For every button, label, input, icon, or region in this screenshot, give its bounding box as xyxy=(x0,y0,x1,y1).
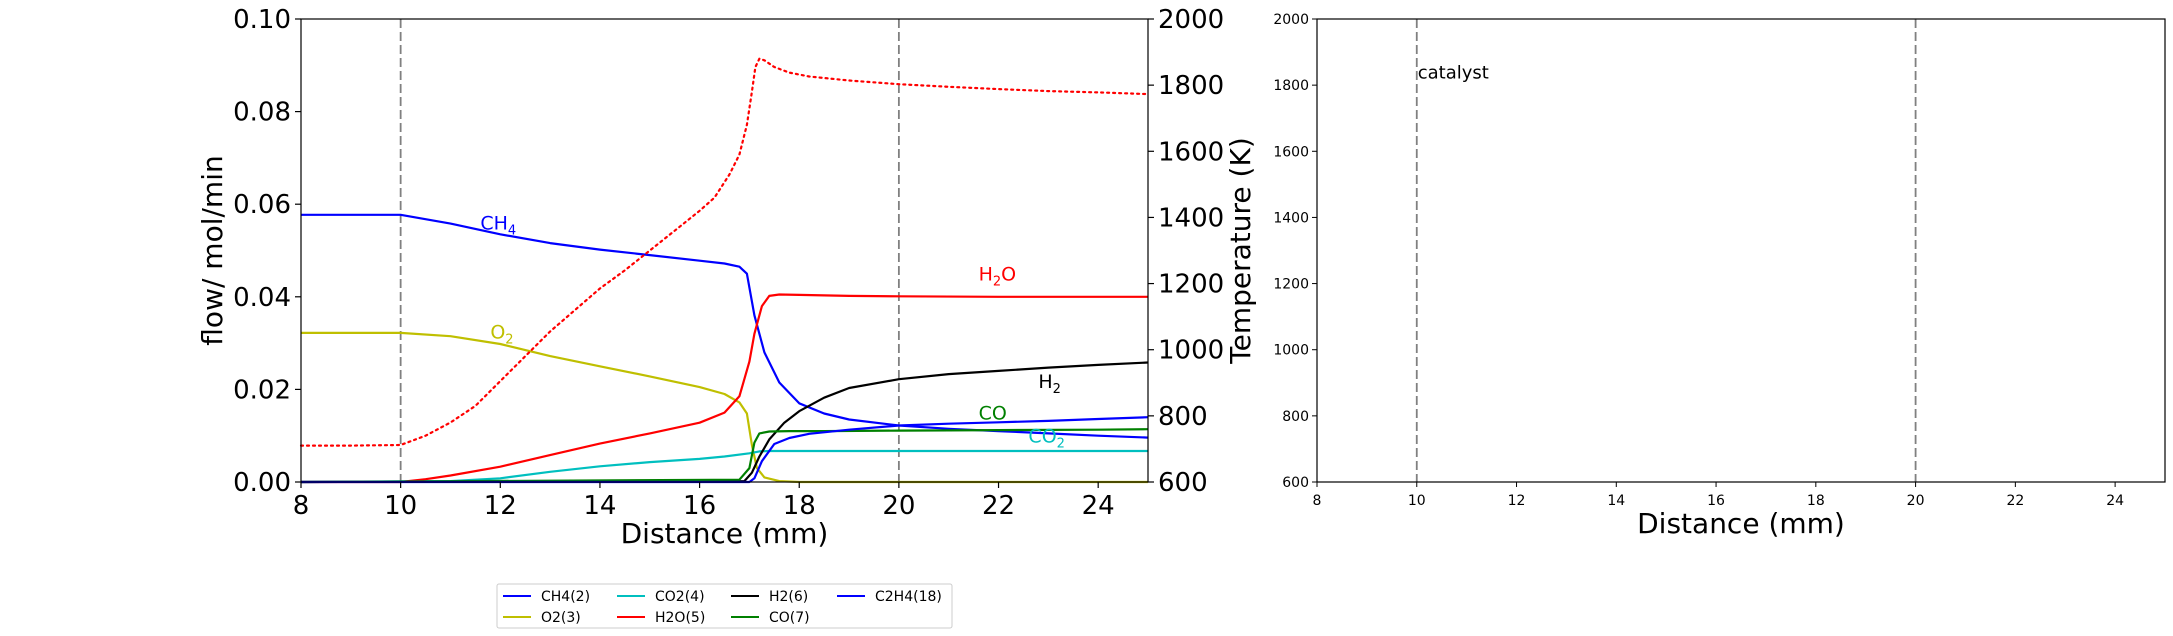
x-axis-label: Distance (mm) xyxy=(621,517,829,550)
y-tick-label: 1800 xyxy=(1273,78,1309,94)
x-tick-label: 20 xyxy=(882,491,915,521)
temperature-series-line xyxy=(299,57,1150,447)
plot-frame-left xyxy=(300,18,1149,483)
legend-label: CO(7) xyxy=(769,610,810,626)
x-tick-label: 14 xyxy=(1607,493,1625,509)
y-tick-label: 2000 xyxy=(1273,12,1309,28)
y-tick-label: 1400 xyxy=(1273,210,1309,226)
y-tick-label: 0.10 xyxy=(233,5,291,35)
series-line-6 xyxy=(301,416,1149,484)
x-tick-label: 8 xyxy=(293,491,310,521)
y-tick-label: 0.08 xyxy=(233,98,291,128)
y-tick-label: 0.06 xyxy=(233,190,291,220)
y-tick-label: 0.04 xyxy=(233,283,291,313)
y2-tick-label: 2000 xyxy=(1158,5,1224,35)
x-tick-label: 12 xyxy=(1508,493,1526,509)
x-tick-label: 22 xyxy=(982,491,1015,521)
x-tick-label: 24 xyxy=(2106,493,2124,509)
y-tick-label: 800 xyxy=(1282,409,1309,425)
y2-tick-label: 1000 xyxy=(1158,336,1224,366)
y2-tick-label: 600 xyxy=(1158,468,1208,498)
series-line-3 xyxy=(301,293,1148,484)
x-tick-label: 10 xyxy=(1408,493,1426,509)
y-tick-label: 0.02 xyxy=(233,375,291,405)
legend-label: C2H4(18) xyxy=(875,589,942,605)
plot-frame-right xyxy=(1316,18,2166,483)
y-tick-label: 1600 xyxy=(1273,144,1309,160)
legend-label: O2(3) xyxy=(541,610,581,626)
legend-label: CO2(4) xyxy=(655,589,705,605)
legend-label: H2(6) xyxy=(769,589,808,605)
x-tick-label: 14 xyxy=(583,491,616,521)
x-tick-label: 8 xyxy=(1313,493,1322,509)
y2-axis-label: Temperature (K) xyxy=(1224,137,1257,364)
chart-right: 8 10 12 14 16 18 20 22 24 600 800 1000 1200 1400 1600 1… xyxy=(1273,12,2166,540)
species-annotation: CO xyxy=(979,402,1007,424)
species-annotation: H2 xyxy=(1038,371,1061,397)
series-line-4 xyxy=(300,361,1149,484)
species-annotation: CH4 xyxy=(480,213,516,239)
series-line-5 xyxy=(300,428,1149,484)
chart-left: 8 10 12 14 16 18 20 22 24 0.00 0.02 0.04 0.06 0.08 0.1… xyxy=(196,5,1257,629)
x-tick-label: 18 xyxy=(1807,493,1825,509)
x-tick-label: 12 xyxy=(484,491,517,521)
catalyst-annotation: catalyst xyxy=(1418,63,1489,84)
species-annotation: O2 xyxy=(490,321,513,347)
y-tick-label: 1200 xyxy=(1273,277,1309,293)
y2-tick-label: 800 xyxy=(1158,402,1208,432)
y-axis-label: flow/ mol/min xyxy=(196,155,229,345)
x-tick-label: 10 xyxy=(384,491,417,521)
y-tick-label: 600 xyxy=(1282,475,1309,491)
legend-label: H2O(5) xyxy=(655,610,705,626)
y2-tick-label: 1200 xyxy=(1158,270,1224,300)
species-annotation: CO2 xyxy=(1028,426,1065,452)
x-tick-label: 22 xyxy=(2006,493,2024,509)
series-line-2 xyxy=(300,449,1148,484)
legend: CH4(2) O2(3) CO2(4) H2O(5) H2(6) CO(7) C2H4(18… xyxy=(496,583,953,629)
x-tick-label: 20 xyxy=(1907,493,1925,509)
x-axis-label: Distance (mm) xyxy=(1637,507,1845,540)
x-tick-label: 16 xyxy=(683,491,716,521)
series-line-0 xyxy=(301,213,1149,439)
y2-tick-label: 1400 xyxy=(1158,203,1224,233)
legend-label: CH4(2) xyxy=(541,589,590,605)
y2-tick-label: 1800 xyxy=(1158,71,1224,101)
y-tick-label: 0.00 xyxy=(233,468,291,498)
x-tick-label: 24 xyxy=(1082,491,1115,521)
series-line-1 xyxy=(301,331,1148,484)
y2-tick-label: 1600 xyxy=(1158,137,1224,167)
species-annotation: H2O xyxy=(979,264,1017,290)
y-tick-label: 1000 xyxy=(1273,343,1309,359)
x-tick-label: 18 xyxy=(783,491,816,521)
x-tick-label: 16 xyxy=(1707,493,1725,509)
